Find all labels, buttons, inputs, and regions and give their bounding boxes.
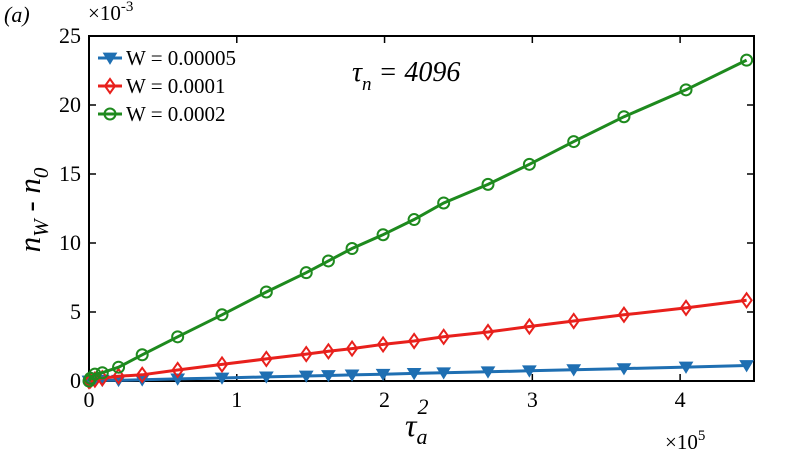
- data-point: [298, 370, 314, 383]
- data-point: [481, 177, 495, 191]
- data-point: [322, 342, 335, 361]
- data-point: [344, 369, 360, 382]
- legend: W = 0.00005 W = 0.0001 W = 0.0002: [98, 46, 236, 126]
- series-layer: [81, 53, 754, 390]
- data-point: [679, 299, 693, 317]
- y-tick-label: 15: [59, 161, 81, 186]
- y-tick-label: 0: [70, 368, 81, 393]
- data-point: [523, 317, 536, 336]
- data-point: [436, 367, 452, 380]
- legend-marker: [103, 107, 117, 121]
- data-point: [616, 363, 632, 376]
- data-point: [259, 285, 273, 299]
- legend-label: W = 0.0002: [126, 102, 226, 126]
- data-point: [215, 355, 229, 374]
- data-point: [617, 306, 631, 324]
- legend-label: W = 0.0001: [126, 74, 226, 98]
- legend-entry: W = 0.00005: [98, 46, 236, 70]
- data-point: [376, 228, 390, 242]
- data-point: [522, 157, 536, 171]
- data-point: [481, 323, 495, 341]
- data-point: [375, 368, 391, 382]
- data-point: [135, 348, 149, 362]
- x-multiplier: ×105: [665, 428, 705, 454]
- x-axis-label: τa2: [405, 394, 428, 449]
- data-point: [112, 360, 126, 374]
- data-point: [407, 213, 421, 227]
- data-point: [740, 291, 753, 309]
- data-point: [299, 266, 313, 280]
- legend-marker: [102, 52, 118, 65]
- data-point: [300, 345, 313, 363]
- panel-label: (a): [4, 2, 30, 27]
- series-3: [82, 53, 754, 388]
- axes-box: [88, 35, 755, 382]
- y-tick-label: 10: [59, 230, 81, 255]
- data-point: [258, 371, 274, 384]
- y-tick-label: 25: [59, 23, 81, 48]
- data-point: [321, 254, 335, 268]
- data-point: [112, 367, 125, 385]
- x-tick-label: 4: [675, 387, 686, 412]
- data-point: [376, 335, 390, 354]
- data-point: [135, 366, 149, 384]
- data-point: [170, 373, 186, 386]
- series-2: [82, 291, 753, 390]
- data-point: [260, 350, 273, 368]
- legend-marker: [103, 77, 117, 95]
- data-point: [739, 360, 754, 373]
- x-tick-label: 0: [84, 387, 95, 412]
- data-point: [171, 330, 185, 344]
- data-point: [406, 368, 422, 381]
- data-point: [567, 312, 580, 330]
- x-tick-label: 2: [379, 387, 390, 412]
- plot-area: 0 5 10 15 20 25 0 1 2 3 4: [59, 23, 755, 412]
- x-ticks: 0 1 2 3 4: [84, 36, 686, 412]
- data-point: [407, 332, 421, 350]
- y-tick-label: 5: [70, 299, 81, 324]
- data-point: [521, 365, 537, 378]
- data-point: [345, 339, 359, 358]
- data-point: [437, 196, 451, 210]
- y-tick-label: 20: [59, 92, 81, 117]
- data-point: [480, 366, 496, 379]
- data-point: [617, 110, 631, 124]
- legend-entry: W = 0.0001: [98, 74, 226, 98]
- data-point: [95, 366, 109, 380]
- data-point: [678, 361, 694, 374]
- data-point: [171, 361, 184, 379]
- legend-entry: W = 0.0002: [98, 102, 226, 126]
- x-tick-label: 1: [231, 387, 242, 412]
- data-point: [679, 83, 693, 97]
- data-point: [566, 364, 582, 377]
- data-point: [345, 242, 359, 256]
- y-multiplier: ×10-3: [88, 0, 133, 25]
- data-point: [437, 328, 450, 346]
- data-point: [321, 370, 336, 383]
- y-axis-label: nW - n0: [12, 167, 53, 252]
- tau-annotation: τn = 4096: [352, 57, 460, 95]
- data-point: [215, 308, 229, 322]
- legend-label: W = 0.00005: [126, 46, 236, 70]
- data-point: [740, 53, 754, 67]
- x-tick-label: 3: [527, 387, 538, 412]
- data-point: [567, 135, 581, 149]
- data-point: [88, 367, 102, 381]
